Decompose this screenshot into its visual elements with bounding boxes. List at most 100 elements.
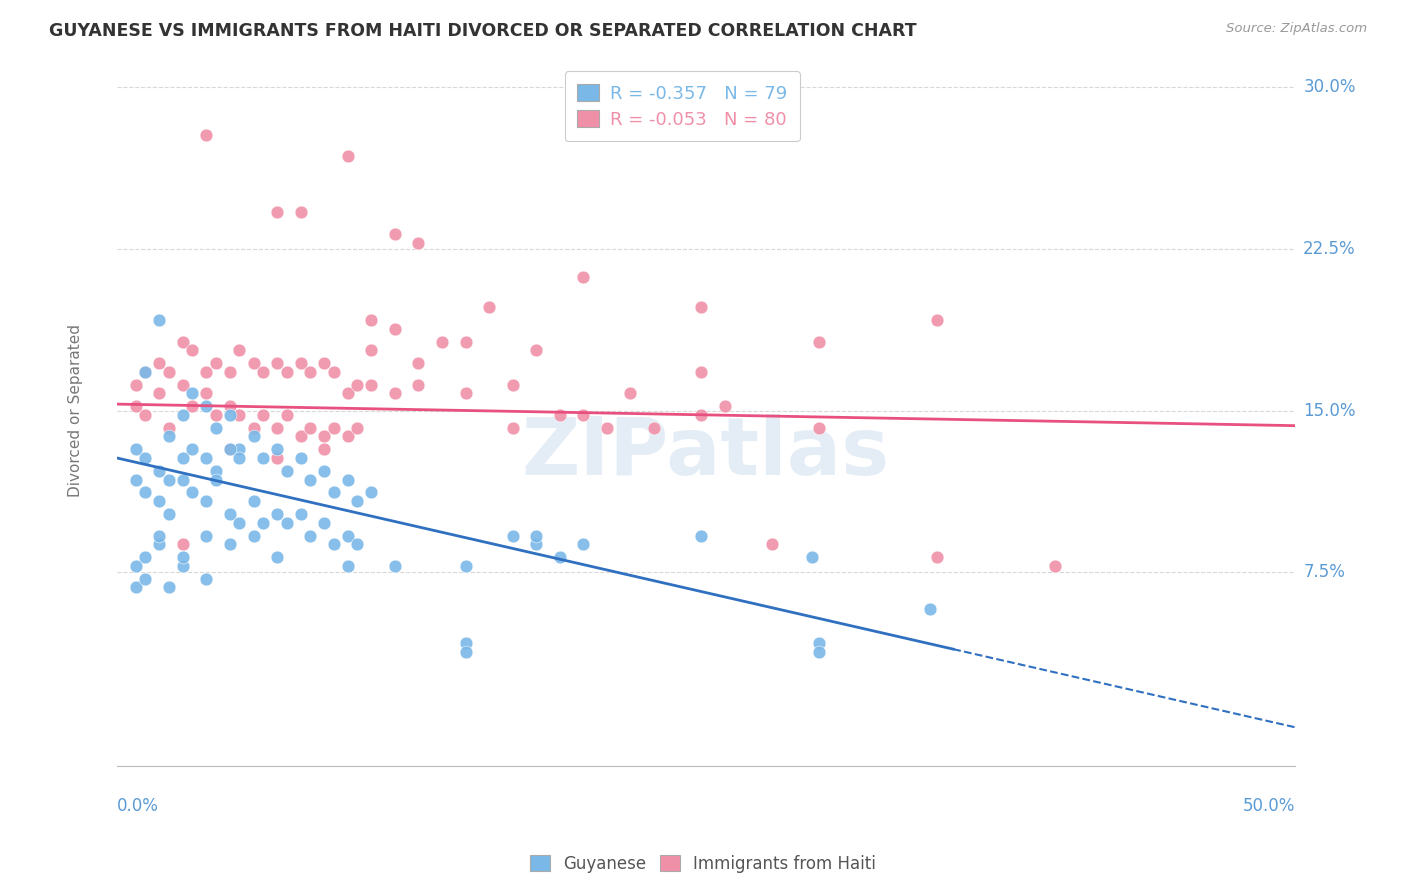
Point: [346, 377, 368, 392]
Point: [807, 421, 830, 435]
Point: [228, 343, 250, 358]
Point: [172, 558, 194, 573]
Point: [195, 494, 218, 508]
Point: [228, 516, 250, 530]
Point: [219, 399, 242, 413]
Point: [572, 408, 595, 422]
Point: [524, 537, 547, 551]
Point: [205, 464, 228, 478]
Point: [219, 507, 242, 521]
Point: [430, 334, 453, 349]
Point: [157, 365, 180, 379]
Point: [195, 399, 218, 413]
Point: [336, 149, 359, 163]
Point: [242, 421, 264, 435]
Point: [290, 507, 312, 521]
Point: [1043, 558, 1066, 573]
Point: [807, 334, 830, 349]
Point: [322, 537, 344, 551]
Point: [134, 365, 156, 379]
Point: [807, 636, 830, 650]
Point: [454, 386, 477, 401]
Point: [299, 473, 322, 487]
Text: 0.0%: 0.0%: [117, 797, 159, 814]
Point: [134, 408, 156, 422]
Point: [408, 377, 430, 392]
Point: [181, 442, 204, 457]
Point: [408, 235, 430, 250]
Point: [252, 408, 274, 422]
Point: [181, 485, 204, 500]
Legend: Guyanese, Immigrants from Haiti: Guyanese, Immigrants from Haiti: [523, 848, 883, 880]
Point: [134, 365, 156, 379]
Point: [290, 429, 312, 443]
Point: [454, 334, 477, 349]
Point: [524, 343, 547, 358]
Point: [502, 377, 524, 392]
Point: [360, 485, 382, 500]
Point: [336, 429, 359, 443]
Point: [800, 549, 823, 564]
Point: [336, 558, 359, 573]
Text: Divorced or Separated: Divorced or Separated: [67, 324, 83, 497]
Point: [195, 528, 218, 542]
Point: [918, 601, 941, 615]
Point: [134, 485, 156, 500]
Point: [925, 313, 948, 327]
Point: [148, 494, 170, 508]
Point: [384, 386, 406, 401]
Text: 7.5%: 7.5%: [1303, 563, 1346, 581]
Point: [322, 365, 344, 379]
Text: ZIPatlas: ZIPatlas: [522, 414, 890, 492]
Point: [195, 365, 218, 379]
Point: [360, 377, 382, 392]
Point: [157, 580, 180, 594]
Point: [219, 442, 242, 457]
Point: [125, 377, 148, 392]
Point: [157, 429, 180, 443]
Point: [148, 313, 170, 327]
Point: [205, 473, 228, 487]
Point: [157, 473, 180, 487]
Text: Source: ZipAtlas.com: Source: ZipAtlas.com: [1226, 22, 1367, 36]
Point: [219, 365, 242, 379]
Point: [276, 408, 298, 422]
Point: [454, 558, 477, 573]
Point: [125, 558, 148, 573]
Point: [157, 421, 180, 435]
Point: [478, 300, 501, 314]
Point: [172, 377, 194, 392]
Point: [502, 528, 524, 542]
Point: [314, 442, 336, 457]
Point: [195, 128, 218, 142]
Point: [205, 356, 228, 370]
Point: [314, 356, 336, 370]
Point: [266, 205, 288, 219]
Point: [690, 528, 713, 542]
Point: [336, 528, 359, 542]
Point: [314, 516, 336, 530]
Point: [219, 408, 242, 422]
Point: [336, 473, 359, 487]
Point: [266, 421, 288, 435]
Point: [266, 507, 288, 521]
Point: [384, 558, 406, 573]
Point: [276, 365, 298, 379]
Point: [148, 528, 170, 542]
Point: [266, 442, 288, 457]
Point: [252, 365, 274, 379]
Point: [181, 343, 204, 358]
Point: [219, 537, 242, 551]
Point: [548, 549, 571, 564]
Point: [252, 450, 274, 465]
Point: [172, 334, 194, 349]
Point: [314, 464, 336, 478]
Point: [761, 537, 783, 551]
Text: 30.0%: 30.0%: [1303, 78, 1355, 96]
Point: [228, 442, 250, 457]
Point: [125, 580, 148, 594]
Point: [228, 408, 250, 422]
Point: [228, 450, 250, 465]
Point: [290, 205, 312, 219]
Point: [384, 322, 406, 336]
